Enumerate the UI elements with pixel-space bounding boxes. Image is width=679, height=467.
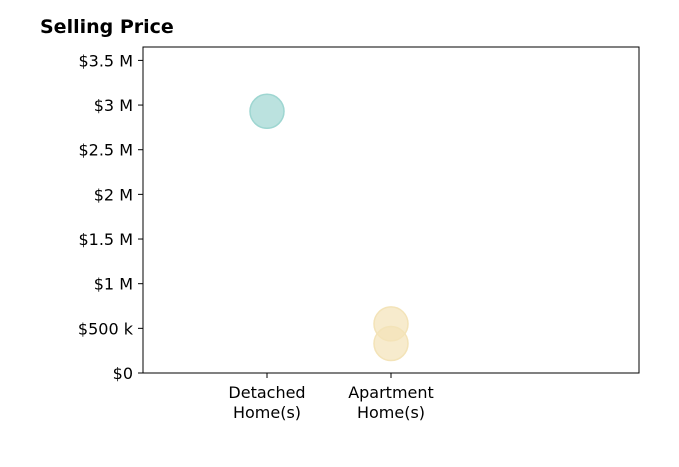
x-tick-label: Detached Home(s) xyxy=(228,383,305,422)
y-tick-label: $0 xyxy=(113,364,133,383)
x-tick-label: Apartment Home(s) xyxy=(348,383,434,422)
y-tick-label: $2.5 M xyxy=(78,141,133,160)
y-tick-label: $500 k xyxy=(78,319,134,338)
data-point xyxy=(373,325,409,362)
y-tick-label: $1.5 M xyxy=(78,230,133,249)
y-tick-label: $1 M xyxy=(94,275,133,294)
y-tick-label: $3 M xyxy=(94,96,133,115)
chart-title: Selling Price xyxy=(40,16,174,38)
y-tick-label: $2 M xyxy=(94,185,133,204)
y-tick-label: $3.5 M xyxy=(78,51,133,70)
data-point xyxy=(249,93,285,130)
